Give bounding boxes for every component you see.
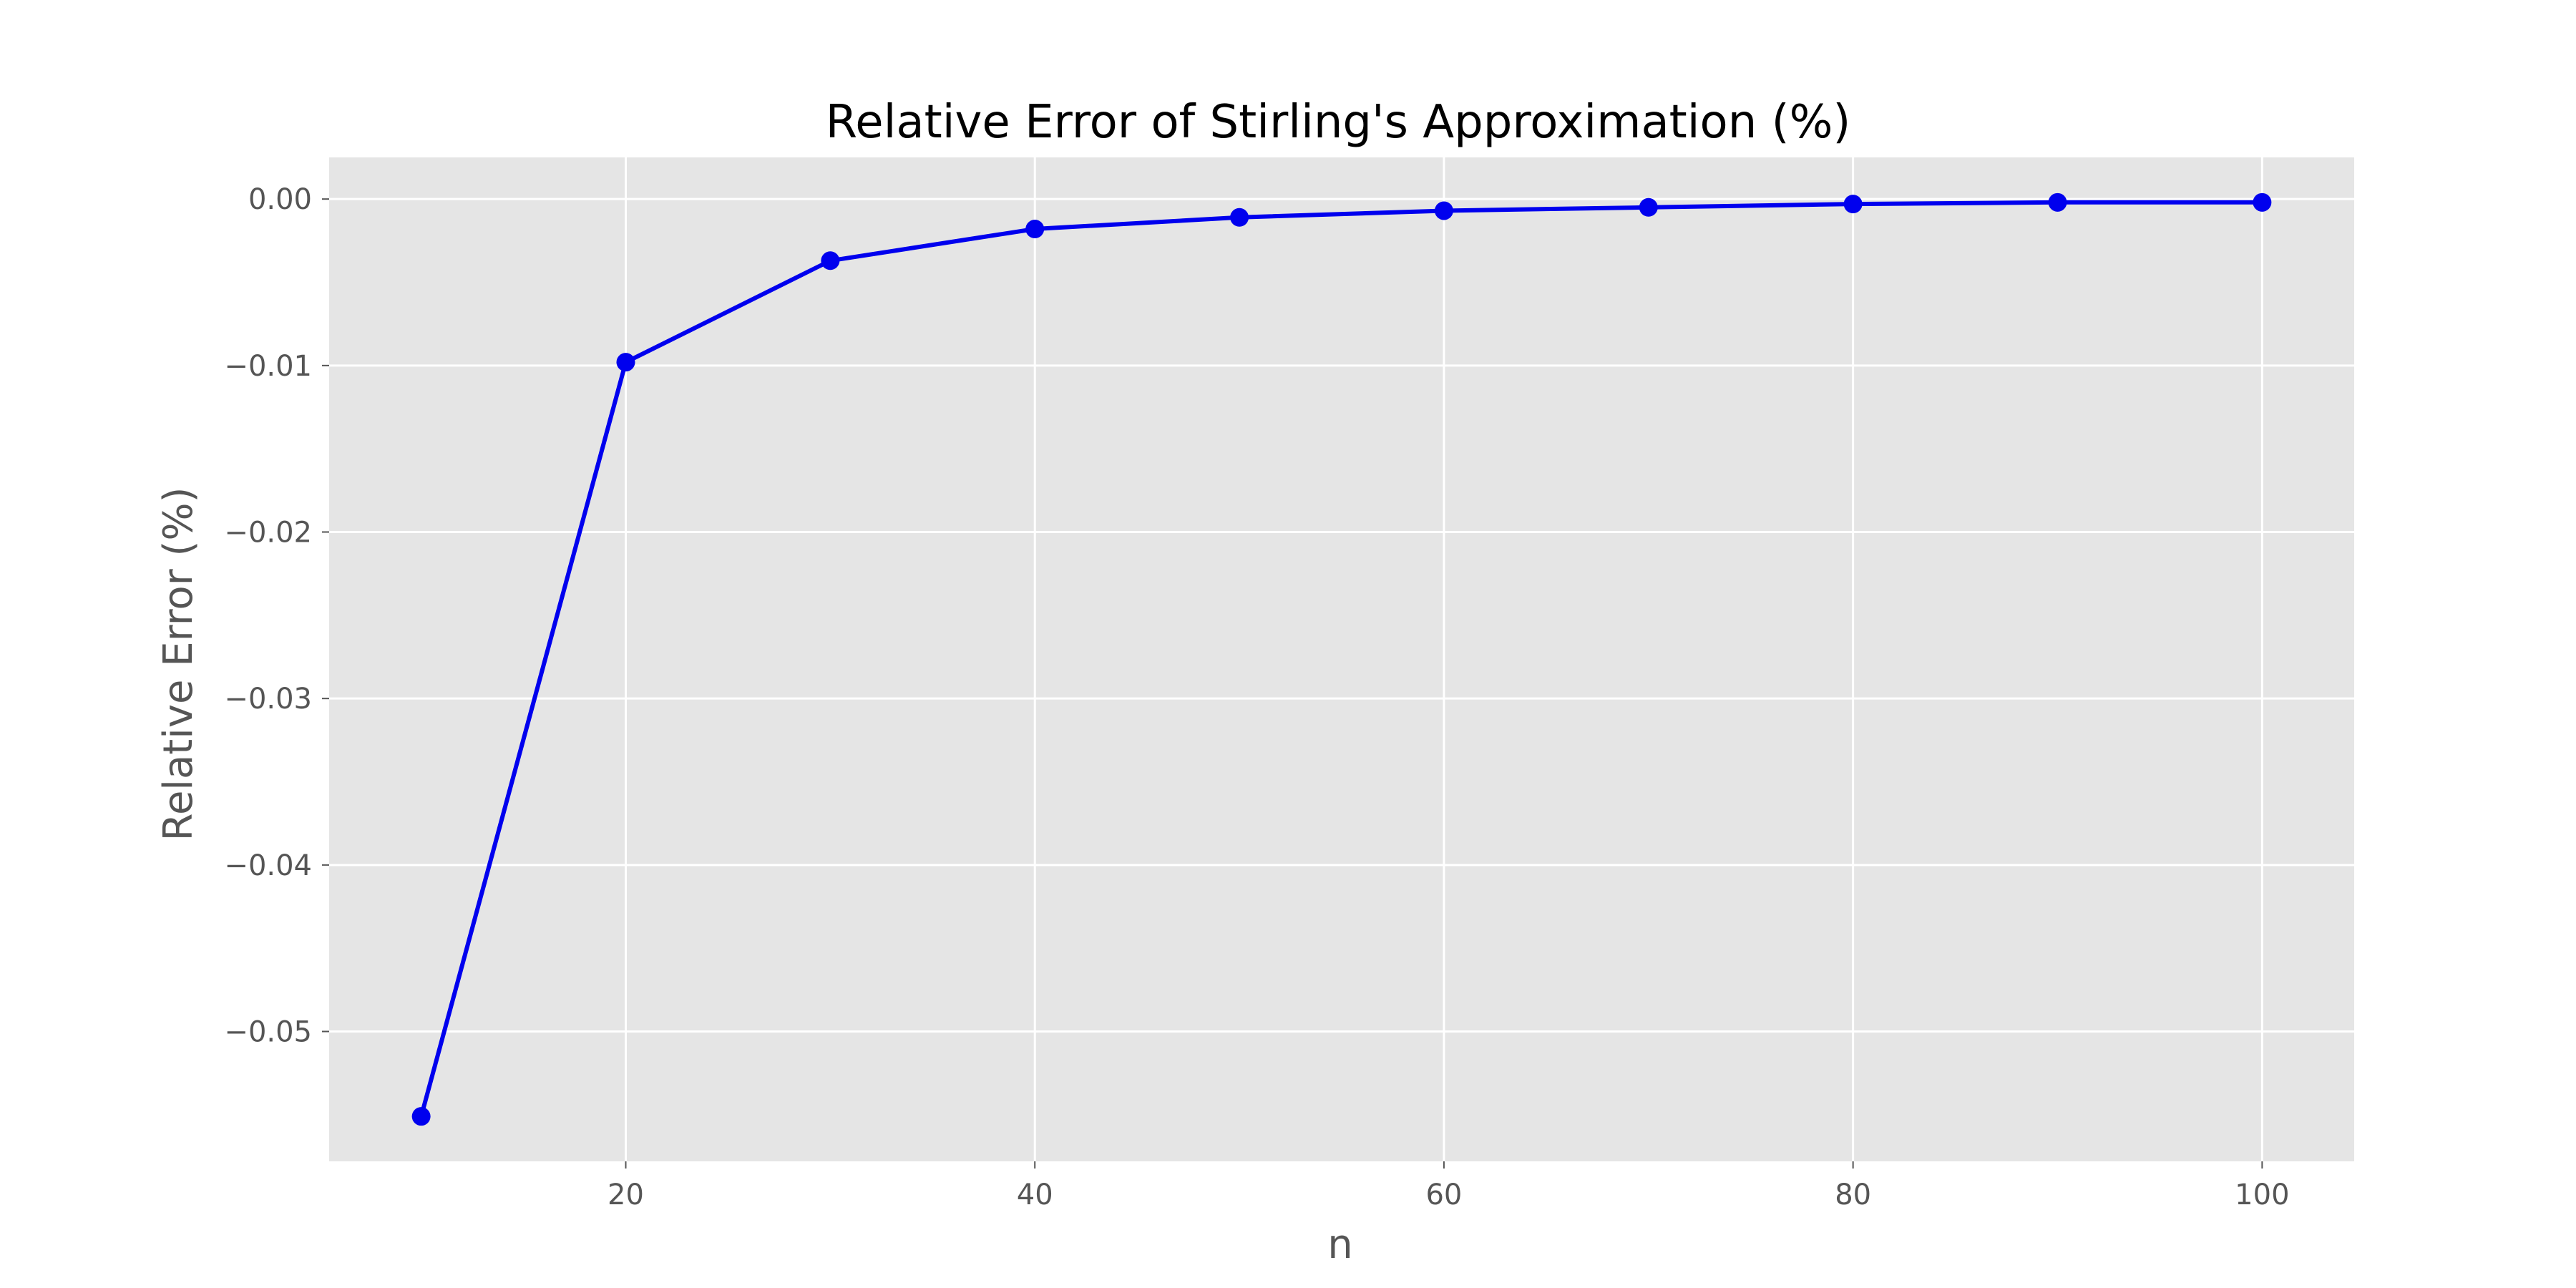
data-point xyxy=(1230,208,1249,227)
data-point xyxy=(1843,195,1863,214)
y-axis-ticks: 0.00 −0.01 −0.02 −0.03 −0.04 −0.05 xyxy=(224,183,329,1049)
x-tick-label: 20 xyxy=(608,1179,644,1211)
y-tick-label: −0.05 xyxy=(224,1016,312,1049)
data-point xyxy=(2253,192,2272,212)
y-tick-label: −0.03 xyxy=(224,683,312,716)
series-layer xyxy=(411,192,2272,1126)
y-tick-label: 0.00 xyxy=(248,183,312,216)
x-tick-label: 60 xyxy=(1425,1179,1462,1211)
data-point xyxy=(2048,192,2067,212)
plot-area xyxy=(329,157,2354,1161)
x-axis-ticks: 20 40 60 80 100 xyxy=(608,1161,2290,1211)
series-line xyxy=(419,200,2263,1117)
y-tick-label: −0.01 xyxy=(224,350,312,383)
data-point xyxy=(616,353,635,372)
x-axis-label: n xyxy=(1327,1221,1353,1268)
y-axis-label: Relative Error (%) xyxy=(155,487,202,841)
data-point xyxy=(1025,220,1045,239)
data-point xyxy=(821,251,840,270)
data-point xyxy=(1639,197,1658,217)
x-tick-label: 40 xyxy=(1017,1179,1053,1211)
data-point xyxy=(411,1107,431,1126)
x-tick-label: 100 xyxy=(2235,1179,2289,1211)
x-tick-label: 80 xyxy=(1835,1179,1871,1211)
grid-lines xyxy=(329,157,2354,1161)
data-point xyxy=(1434,201,1453,220)
y-tick-label: −0.04 xyxy=(224,849,312,882)
y-tick-label: −0.02 xyxy=(224,517,312,550)
chart-title: Relative Error of Stirling's Approximati… xyxy=(826,96,1851,149)
